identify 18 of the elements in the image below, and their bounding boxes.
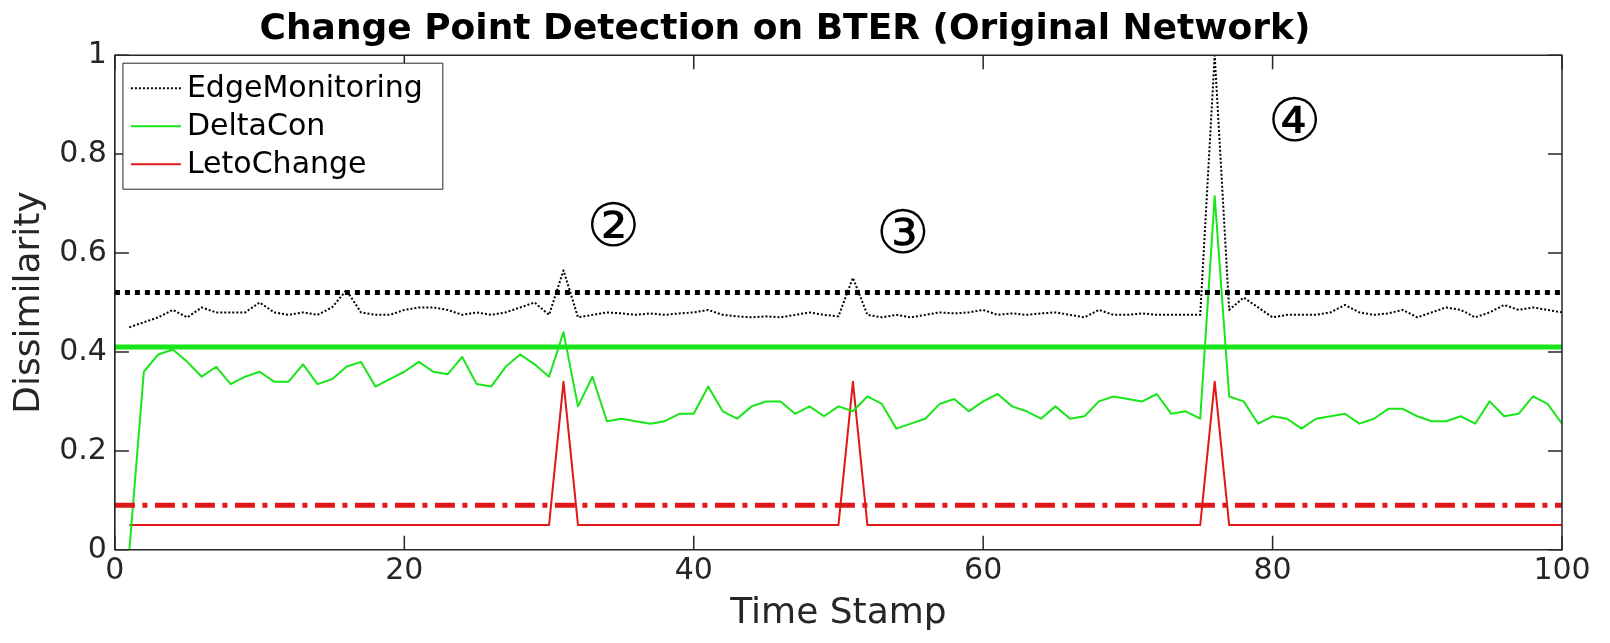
x-tick-label: 20: [385, 550, 424, 586]
chart-title: Change Point Detection on BTER (Original Network): [259, 5, 1311, 47]
annotation: ②: [586, 189, 641, 260]
y-tick-label: 0.2: [59, 430, 107, 466]
x-tick-label: 80: [1253, 550, 1292, 586]
annotation: ③: [876, 197, 930, 268]
y-axis-title: Dissimilarity: [5, 191, 47, 414]
legend-label: DeltaCon: [186, 107, 326, 142]
x-tick-label: 60: [964, 550, 1003, 586]
legend-label: LetoChange: [186, 145, 367, 180]
y-tick-label: 0.8: [59, 133, 107, 169]
annotation: ④: [1267, 84, 1322, 155]
y-tick-label: 1: [87, 35, 107, 70]
y-tick-label: 0.6: [59, 232, 107, 268]
x-tick-label: 40: [674, 550, 713, 586]
y-tick-label: 0.4: [59, 331, 107, 367]
x-axis-title: Time Stamp: [729, 589, 947, 631]
legend-label: EdgeMonitoring: [186, 69, 423, 104]
